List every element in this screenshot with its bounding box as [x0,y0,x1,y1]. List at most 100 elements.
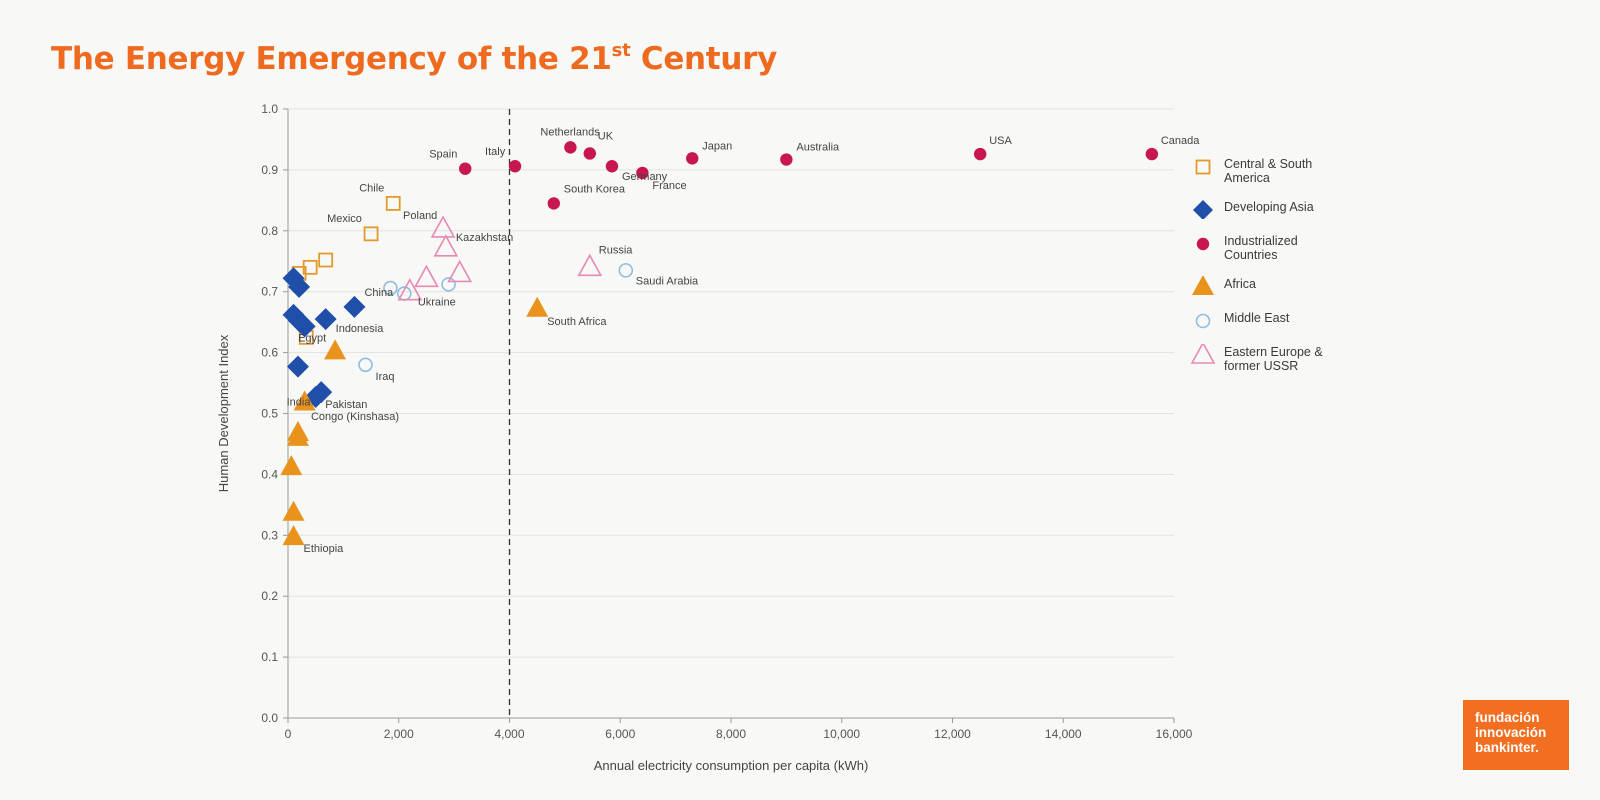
data-point [385,195,401,211]
y-tick-label: 0.7 [261,285,278,299]
x-tick-label: 14,000 [1045,727,1082,741]
legend-label: Africa [1224,277,1256,291]
data-point [605,160,619,173]
point-label: Ethiopia [304,543,345,555]
legend-item-africa: Africa [1190,276,1340,296]
point-label: Congo (Kinshasa) [311,411,399,423]
y-tick-label: 0.1 [261,650,278,664]
point-label: Netherlands [540,126,600,138]
y-tick-label: 0.6 [261,346,278,360]
data-point [441,277,456,292]
data-point [564,141,577,154]
data-point [430,215,456,238]
data-point [636,166,649,180]
point-label: Australia [796,142,840,154]
data-point [686,152,699,165]
y-tick-label: 0.2 [261,589,278,603]
point-label: Indonesia [336,323,385,335]
point-label: Canada [1161,135,1200,147]
y-tick-label: 0.0 [261,711,278,725]
point-label: Pakistan [325,399,367,411]
x-tick-label: 2,000 [384,727,414,741]
point-label: Chile [359,182,384,194]
point-label: Saudi Arabia [636,275,699,287]
point-label: Ukraine [418,297,456,309]
point-label: Kazakhstan [456,232,513,244]
data-point [577,253,603,277]
x-tick-label: 12,000 [934,727,971,741]
data-point [547,197,560,210]
point-label: France [652,180,686,192]
legend-marker [1193,200,1213,219]
legend-icon [1195,159,1211,175]
data-point [318,252,334,268]
data-point [358,357,373,373]
data-point [973,147,987,161]
y-axis-label: Human Development Index [216,334,231,492]
legend-icon [1193,200,1213,219]
x-tick-label: 6,000 [605,727,635,741]
x-tick-label: 8,000 [716,727,746,741]
series-eastern-europe-former-ussr [397,215,603,301]
point-label: Poland [403,210,437,222]
data-point [397,278,423,301]
data-point [447,259,473,283]
y-tick-label: 0.9 [261,163,278,177]
data-point [508,160,522,173]
logo-line: bankinter. [1475,740,1539,755]
legend-marker [1195,313,1211,329]
y-tick-label: 1.0 [261,102,278,116]
data-point [414,264,439,288]
point-label: Egypt [298,332,326,344]
legend-item-middle-east: Middle East [1190,310,1340,330]
data-point [282,525,305,546]
legend-label: Eastern Europe & former USSR [1224,345,1323,373]
legend-marker [1190,344,1216,364]
data-point [526,296,549,317]
data-point [363,226,379,242]
legend-marker [1195,159,1211,175]
data-point [282,500,305,521]
point-label: India [287,397,312,409]
x-tick-label: 10,000 [823,727,860,741]
legend-icon [1196,237,1210,251]
data-point [314,308,337,331]
legend-item-central-south-america: Central & South America [1190,156,1340,185]
fundacion-logo: fundación innovación bankinter. [1463,700,1569,770]
point-label: Germany [622,171,668,183]
data-point [433,234,459,257]
point-label: South Africa [547,316,607,328]
legend-icon [1195,313,1211,329]
y-tick-label: 0.5 [261,407,278,421]
series-developing-asia [282,267,366,409]
legend-label: Developing Asia [1224,200,1314,214]
chart-legend: Central & South America Developing Asia I… [1190,156,1340,387]
legend-marker [1192,276,1214,295]
point-label: Mexico [327,213,362,225]
point-label: China [364,287,394,299]
data-point [293,315,316,338]
legend-label: Central & South America [1224,157,1313,185]
y-tick-label: 0.4 [261,467,278,481]
data-point [310,381,333,404]
legend-marker [1196,237,1210,251]
title-superscript: st [611,40,631,61]
legend-icon [1190,344,1216,364]
y-tick-label: 0.8 [261,224,278,238]
point-label: Italy [485,146,506,158]
data-point [324,339,347,360]
data-point [383,280,398,296]
legend-icon [1192,276,1214,295]
data-point [343,295,366,318]
plot-area [280,141,1159,546]
data-point [286,425,309,446]
series-industrialized-countries [459,141,1159,210]
point-label: Russia [599,244,634,256]
data-point [286,355,309,378]
page-title: The Energy Emergency of the 21st Century [51,40,777,77]
logo-line: innovación [1475,725,1547,740]
data-point [293,390,316,411]
data-point [459,162,472,175]
title-tail: Century [630,41,777,77]
